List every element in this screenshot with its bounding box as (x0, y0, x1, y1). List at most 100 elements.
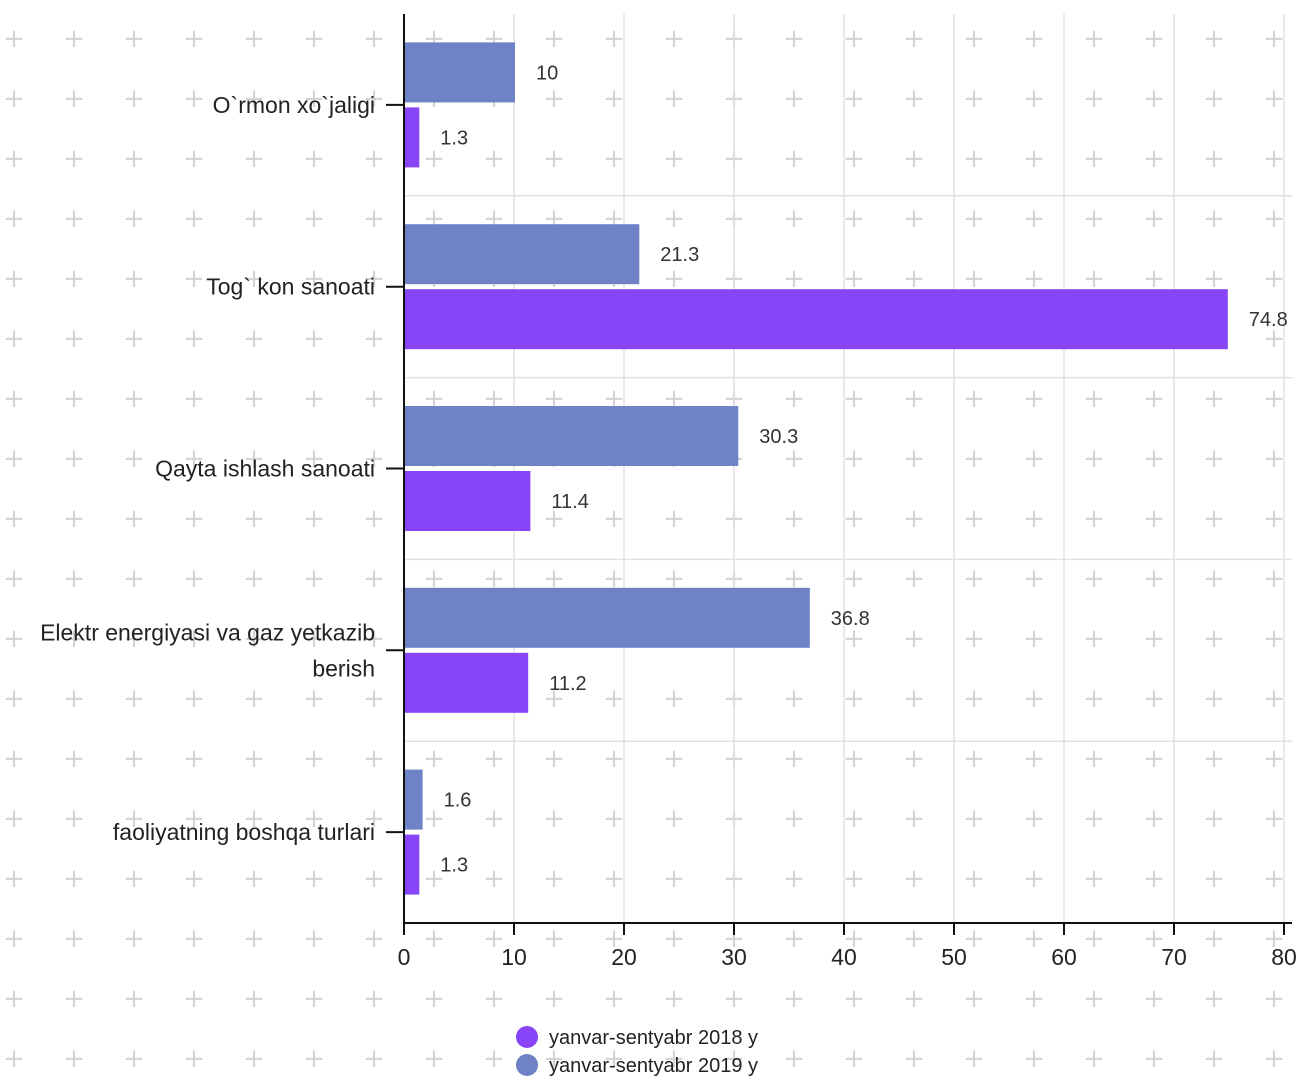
data-label-2019-4: 1.6 (444, 790, 472, 812)
background-plus: + (303, 504, 325, 534)
background-plus: + (243, 324, 265, 354)
axes (386, 14, 1292, 924)
background-plus: + (123, 804, 145, 834)
background-plus: + (423, 1044, 445, 1074)
bar-2019-0 (405, 42, 515, 103)
bars (405, 42, 1228, 895)
background-plus: + (363, 204, 385, 234)
background-plus: + (63, 924, 85, 954)
background-pattern: + + + + + + + + + + + + + + + + + + + + + + + + + + + + + + + + + + + + + + + +… (3, 24, 1285, 1074)
background-plus: + (3, 504, 25, 534)
background-plus: + (483, 984, 505, 1014)
background-plus: + (663, 744, 685, 774)
background-plus: + (363, 1044, 385, 1074)
background-plus: + (123, 24, 145, 54)
background-plus: + (1263, 504, 1285, 534)
background-plus: + (903, 84, 925, 114)
background-plus: + (183, 264, 205, 294)
background-plus: + (1083, 684, 1105, 714)
background-plus: + (1023, 264, 1045, 294)
background-plus: + (303, 984, 325, 1014)
background-plus: + (543, 804, 565, 834)
category-label-1: Tog` kon sanoati (206, 274, 375, 300)
background-plus: + (423, 744, 445, 774)
data-labels: 10 1.3 21.3 74.8 30.3 11.4 36.8 11.2 1.6 1.3 (440, 62, 1287, 876)
background-plus: + (1083, 984, 1105, 1014)
bar-2019-3 (405, 587, 810, 648)
background-plus: + (1143, 144, 1165, 174)
background-plus: + (1203, 744, 1225, 774)
background-plus: + (183, 204, 205, 234)
background-plus: + (1023, 984, 1045, 1014)
background-plus: + (963, 804, 985, 834)
background-plus: + (1203, 144, 1225, 174)
background-plus: + (603, 84, 625, 114)
background-plus: + (303, 564, 325, 594)
background-plus: + (783, 144, 805, 174)
background-plus: + (1143, 864, 1165, 894)
background-plus: + (1023, 924, 1045, 954)
background-plus: + (783, 984, 805, 1014)
category-labels: O`rmon xo`jaligi Tog` kon sanoati Qayta is… (40, 92, 375, 845)
grid-lines (403, 14, 1292, 923)
data-label-2019-0: 10 (536, 62, 558, 84)
background-plus: + (3, 984, 25, 1014)
background-plus: + (543, 864, 565, 894)
background-plus: + (1143, 804, 1165, 834)
background-plus: + (843, 744, 865, 774)
background-plus: + (243, 384, 265, 414)
background-plus: + (1023, 204, 1045, 234)
background-plus: + (783, 24, 805, 54)
background-plus: + (183, 384, 205, 414)
x-tick-label: 30 (721, 944, 747, 970)
background-plus: + (303, 864, 325, 894)
background-plus: + (1203, 84, 1225, 114)
background-plus: + (963, 444, 985, 474)
background-plus: + (663, 804, 685, 834)
background-plus: + (303, 384, 325, 414)
background-plus: + (903, 24, 925, 54)
background-plus: + (663, 204, 685, 234)
background-plus: + (843, 804, 865, 834)
background-plus: + (603, 144, 625, 174)
background-plus: + (243, 444, 265, 474)
background-plus: + (63, 84, 85, 114)
background-plus: + (843, 864, 865, 894)
background-plus: + (183, 984, 205, 1014)
background-plus: + (423, 804, 445, 834)
background-plus: + (243, 84, 265, 114)
data-label-2018-1: 74.8 (1249, 309, 1288, 331)
background-plus: + (843, 564, 865, 594)
background-plus: + (123, 144, 145, 174)
background-plus: + (1023, 564, 1045, 594)
background-plus: + (1083, 384, 1105, 414)
background-plus: + (1203, 564, 1225, 594)
background-plus: + (303, 924, 325, 954)
background-plus: + (1203, 924, 1225, 954)
background-plus: + (1083, 444, 1105, 474)
background-plus: + (303, 684, 325, 714)
background-plus: + (123, 204, 145, 234)
background-plus: + (903, 204, 925, 234)
background-plus: + (1143, 24, 1165, 54)
background-plus: + (303, 744, 325, 774)
background-plus: + (423, 864, 445, 894)
bar-2018-3 (405, 652, 529, 713)
background-plus: + (183, 324, 205, 354)
data-label-2019-2: 30.3 (759, 426, 798, 448)
legend-swatch (516, 1026, 538, 1048)
background-plus: + (1143, 504, 1165, 534)
category-label-2: Qayta ishlash sanoati (155, 456, 375, 482)
background-plus: + (783, 804, 805, 834)
bar-2018-4 (405, 834, 420, 895)
background-plus: + (1263, 264, 1285, 294)
background-plus: + (843, 84, 865, 114)
background-plus: + (783, 864, 805, 894)
background-plus: + (183, 444, 205, 474)
background-plus: + (63, 324, 85, 354)
background-plus: + (543, 84, 565, 114)
background-plus: + (723, 1044, 745, 1074)
background-plus: + (843, 384, 865, 414)
background-plus: + (963, 144, 985, 174)
background-plus: + (3, 1044, 25, 1074)
